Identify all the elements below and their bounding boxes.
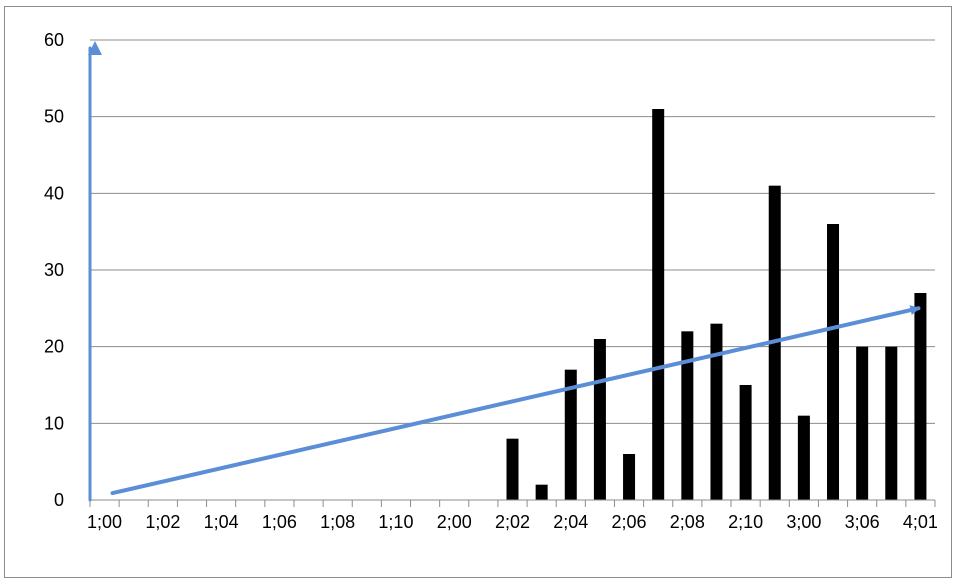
x-tick-label: 3;00 [786,512,821,532]
x-tick-label: 2;08 [670,512,705,532]
y-tick-label: 60 [44,30,64,50]
x-axis [89,499,936,507]
x-tick-label: 2;10 [728,512,763,532]
bar [506,438,519,500]
bar [885,346,898,500]
bar [681,331,694,500]
bar [914,293,927,500]
arrows [88,41,921,502]
bar [593,339,606,500]
bar [856,346,869,500]
x-tick-label: 1;02 [145,512,180,532]
y-axis-tick-labels: 0 10 20 30 40 50 60 [44,30,64,510]
y-tick-label: 0 [54,490,64,510]
x-axis-tick-labels: 1;00 1;02 1;04 1;06 1;08 1;10 2;00 2;02 2;04 2;06… [87,512,938,532]
bar [535,484,548,500]
gridlines [90,39,935,424]
bar [797,415,810,500]
y-tick-label: 30 [44,260,64,280]
x-tick-label: 2;06 [612,512,647,532]
trend-arrow [110,305,921,496]
y-tick-label: 10 [44,413,64,433]
x-tick-label: 1;08 [320,512,355,532]
x-tick-label: 1;04 [204,512,239,532]
x-tick-label: 3;06 [845,512,880,532]
x-tick-label: 1;10 [378,512,413,532]
y-tick-label: 40 [44,183,64,203]
x-tick-label: 1;06 [262,512,297,532]
bar [739,385,752,500]
bar [564,369,577,500]
x-tick-label: 1;00 [87,512,122,532]
bar [827,224,840,500]
y-tick-label: 50 [44,107,64,127]
y-tick-label: 20 [44,337,64,357]
x-tick-label: 4;01 [903,512,938,532]
x-tick-label: 2;02 [495,512,530,532]
x-tick-label: 2;00 [437,512,472,532]
bars [506,109,927,500]
bar [652,109,665,500]
x-tick-label: 2;04 [553,512,588,532]
bar [710,323,723,500]
bar [623,454,636,500]
